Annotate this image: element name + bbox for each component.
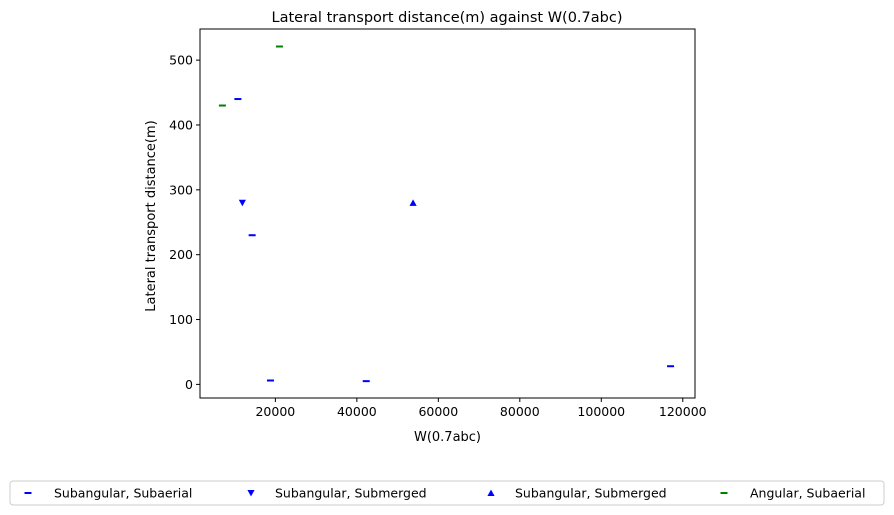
y-tick-label: 500 [169,53,193,68]
x-tick-label: 60000 [418,404,458,419]
data-point [238,199,246,207]
chart-title: Lateral transport distance(m) against W(… [272,10,623,26]
x-tick-label: 20000 [255,404,295,419]
data-point [409,199,417,206]
y-tick-label: 200 [169,247,193,262]
y-axis: 0 100 200 300 400 500 [169,53,200,392]
legend-marker [487,489,495,497]
y-tick-label: 300 [169,182,193,197]
legend-frame [9,480,885,506]
legend-marker [247,489,255,497]
y-tick-label: 400 [169,117,193,132]
y-tick-label: 100 [169,312,193,327]
legend-label: Subangular, Subaerial [54,486,192,501]
y-axis-label: Lateral transport distance(m) [144,120,159,311]
y-tick-label: 0 [185,377,193,392]
legend: Subangular, Subaerial Subangular, Submerg… [9,480,885,506]
x-tick-label: 120000 [659,404,707,419]
x-tick-label: 80000 [500,404,540,419]
plot-frame [199,28,696,399]
x-tick-label: 40000 [337,404,377,419]
x-tick-label: 100000 [577,404,625,419]
x-axis: 20000 40000 60000 80000 100000 120000 [255,398,707,419]
x-axis-label: W(0.7abc) [414,430,481,445]
legend-label: Angular, Subaerial [750,486,865,501]
legend-label: Subangular, Submerged [515,486,667,501]
legend-label: Subangular, Submerged [275,486,427,501]
plot-area [218,45,675,383]
